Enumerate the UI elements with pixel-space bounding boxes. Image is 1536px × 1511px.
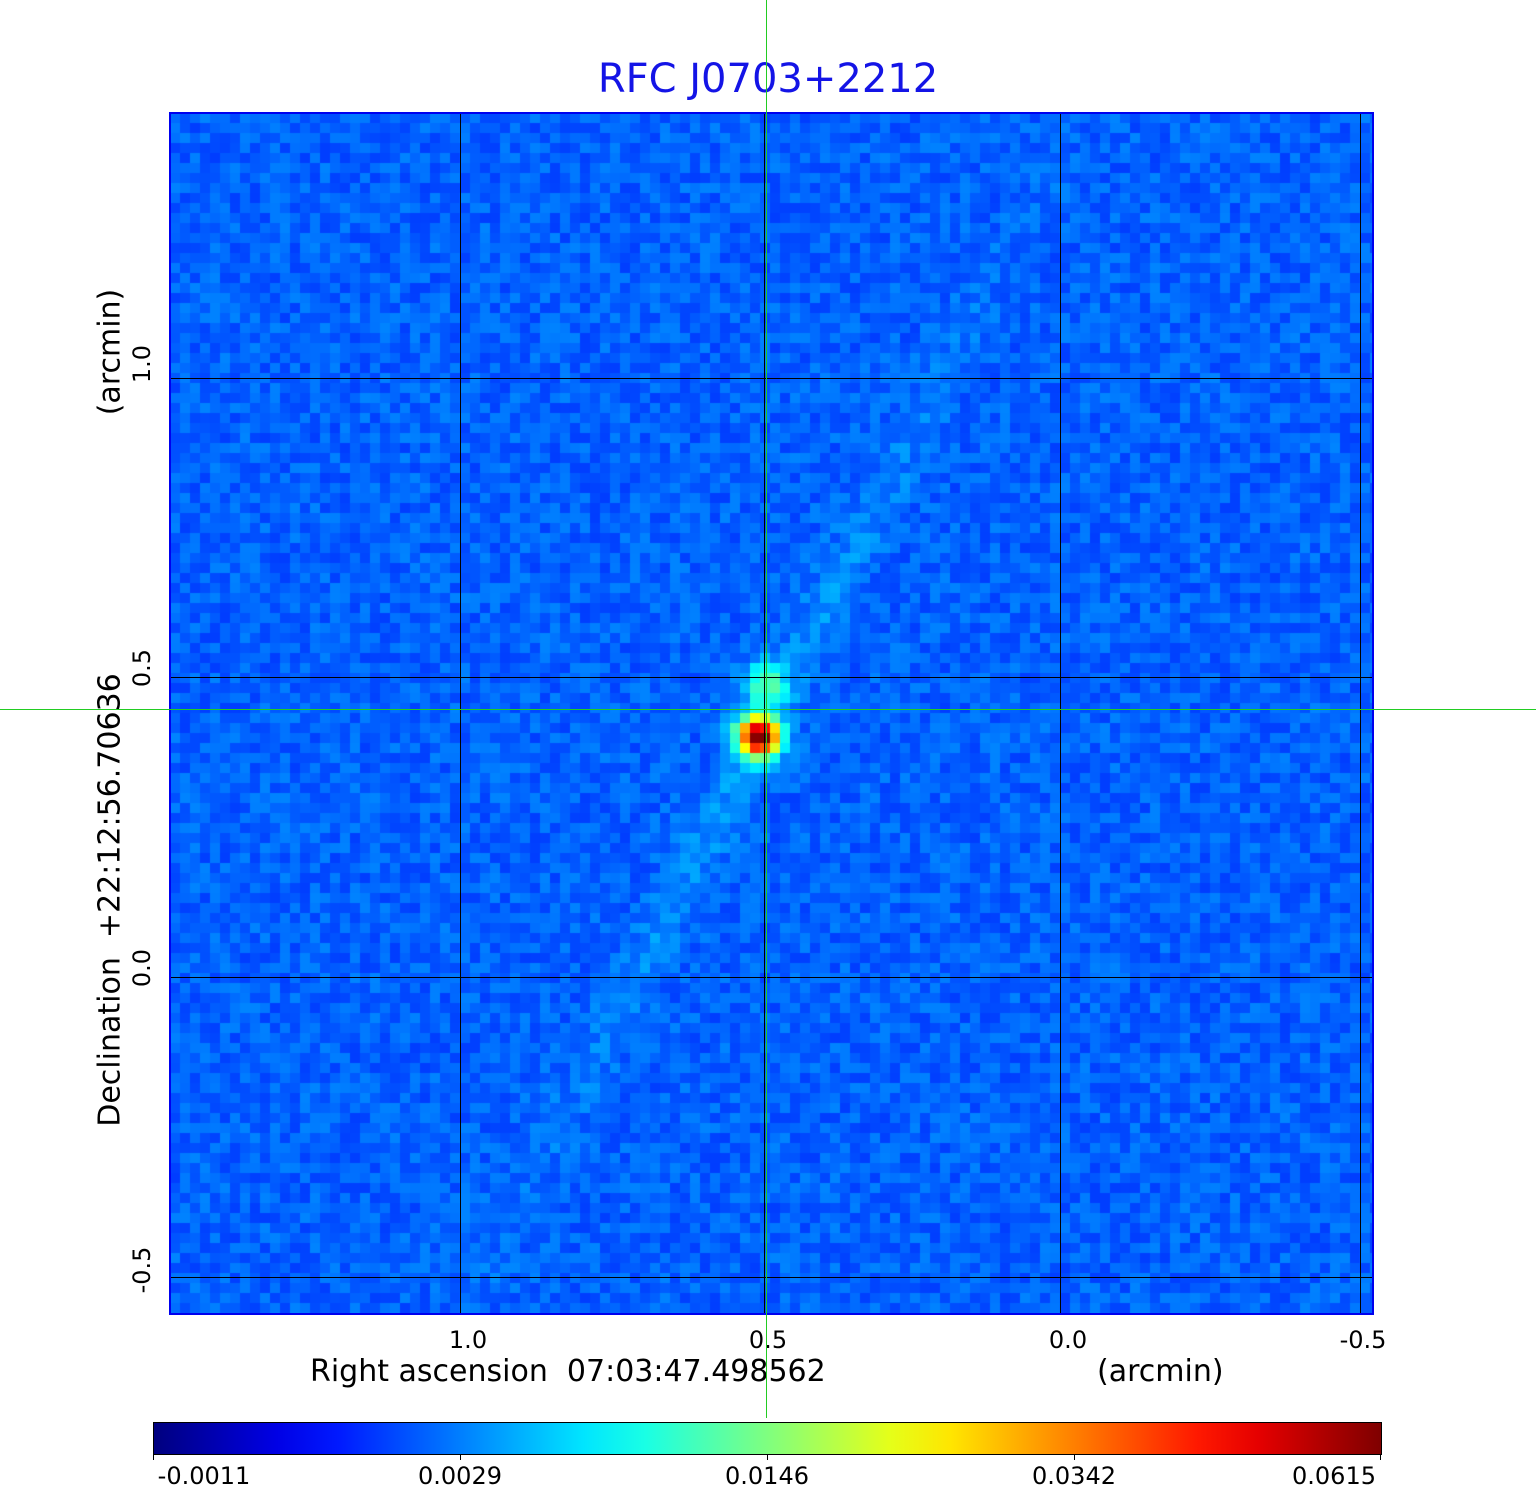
colorbar-tick [1074,1454,1075,1460]
chart-title: RFC J0703+2212 [597,56,939,102]
image-plot-area[interactable] [170,113,1372,1313]
grid-line-x--0.5 [1360,113,1361,1313]
grid-line-y-0.0 [170,977,1372,978]
y-axis-unit: (arcmin) [92,288,128,416]
colorbar-tick-label: 0.0615 [1292,1462,1376,1490]
colorbar-tick-label: 0.0029 [418,1462,502,1490]
y-tick-label: 0.0 [128,948,156,988]
colorbar-tick [767,1454,768,1460]
x-tick-label: 0.5 [748,1326,788,1354]
x-axis-label: Right ascension 07:03:47.498562 [310,1354,826,1389]
grid-line-y-0.5 [170,677,1372,678]
grid-line-y--0.5 [170,1277,1372,1278]
y-tick-label: 0.5 [128,648,156,688]
plot-frame [169,112,1374,1315]
colorbar-tick-label: 0.0342 [1032,1462,1116,1490]
y-tick-label: 1.0 [128,344,156,384]
y-axis-label: Declination +22:12:56.70636 [92,673,128,1127]
radio-map-heatmap [170,113,1372,1313]
colorbar-tick-label: -0.0011 [157,1462,251,1490]
grid-line-x-0.0 [1060,113,1061,1313]
x-tick-label: 0.0 [1048,1326,1088,1354]
colorbar-tick [153,1454,154,1460]
colorbar [153,1422,1382,1455]
colorbar-tick-label: 0.0146 [725,1462,809,1490]
grid-line-y-1.0 [170,378,1372,379]
colorbar-tick [1380,1454,1381,1460]
y-tick-label: -0.5 [128,1246,156,1294]
x-tick-label: 1.0 [448,1326,488,1354]
crosshair-horizontal [0,709,1536,710]
grid-line-x-0.5 [764,113,765,1313]
x-tick-label: -0.5 [1339,1326,1387,1354]
colorbar-tick [460,1454,461,1460]
grid-line-x-1.0 [460,113,461,1313]
x-axis-unit: (arcmin) [1097,1354,1224,1389]
